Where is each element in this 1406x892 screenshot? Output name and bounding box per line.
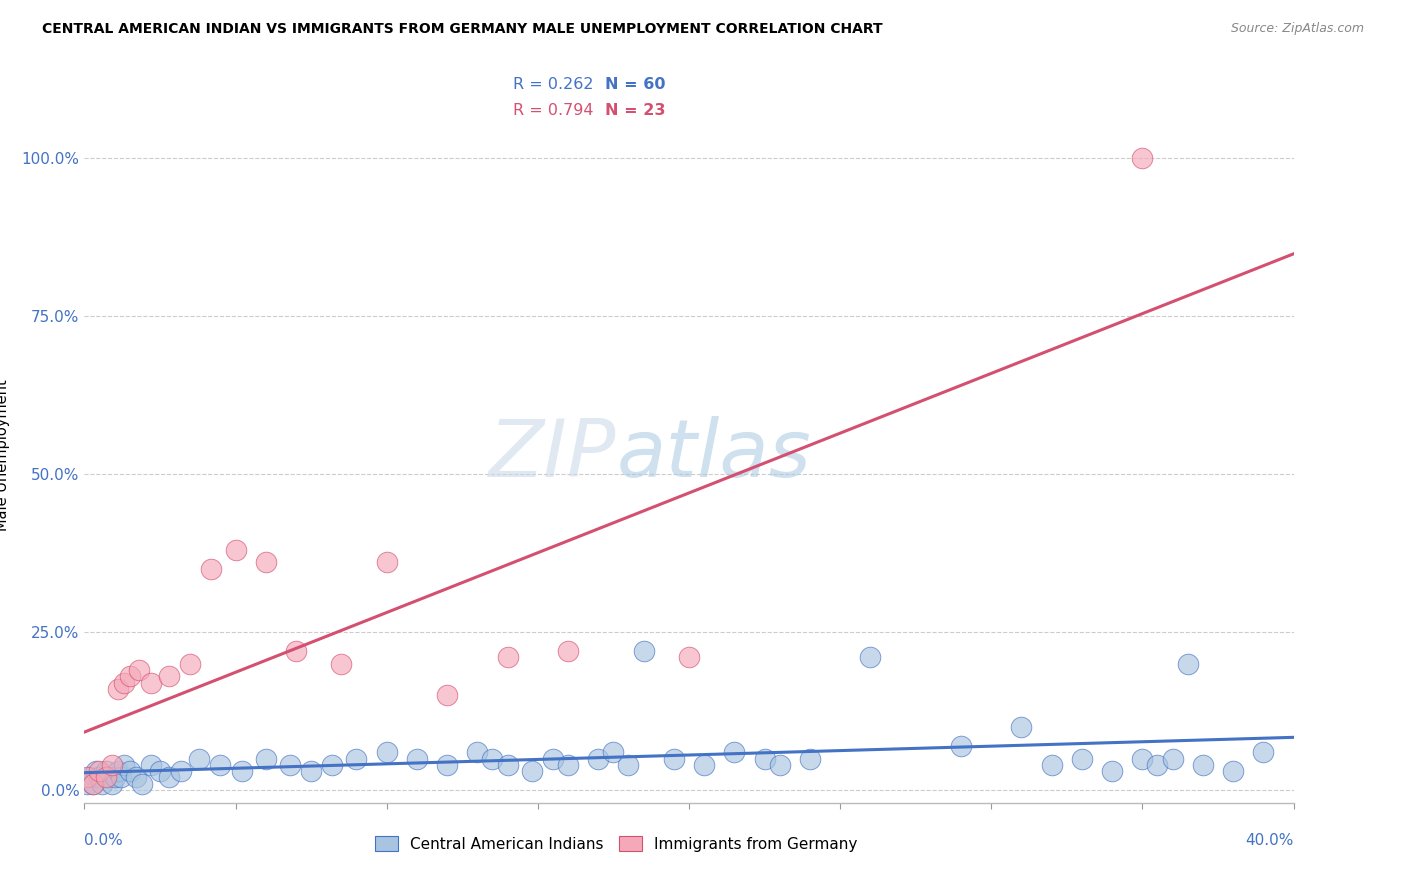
Point	[89, 771, 111, 785]
Point	[321, 757, 343, 772]
Point	[86, 764, 108, 779]
Point	[299, 764, 322, 779]
Legend: Central American Indians, Immigrants from Germany: Central American Indians, Immigrants fro…	[368, 830, 863, 858]
Point	[139, 757, 162, 772]
Point	[97, 771, 120, 785]
Point	[225, 542, 247, 557]
Point	[496, 650, 519, 665]
Point	[769, 757, 792, 772]
Point	[100, 777, 122, 791]
Point	[131, 777, 153, 791]
Text: ZIP: ZIP	[489, 416, 616, 494]
Point	[149, 764, 172, 779]
Point	[125, 771, 148, 785]
Point	[100, 757, 122, 772]
Point	[1071, 751, 1094, 765]
Point	[76, 777, 98, 791]
Point	[1161, 751, 1184, 765]
Point	[375, 745, 398, 759]
Point	[118, 669, 141, 683]
Y-axis label: Male Unemployment: Male Unemployment	[0, 379, 10, 531]
Point	[94, 771, 117, 785]
Point	[481, 751, 503, 765]
Point	[693, 757, 716, 772]
Point	[346, 751, 368, 765]
Point	[602, 745, 624, 759]
Point	[278, 757, 301, 772]
Point	[330, 657, 353, 671]
Point	[436, 757, 458, 772]
Point	[375, 556, 398, 570]
Text: R = 0.262: R = 0.262	[513, 78, 593, 92]
Point	[139, 675, 162, 690]
Point	[1253, 745, 1275, 759]
Point	[633, 644, 655, 658]
Point	[200, 562, 222, 576]
Point	[1011, 720, 1033, 734]
Point	[723, 745, 745, 759]
Point	[254, 751, 277, 765]
Point	[112, 675, 135, 690]
Point	[588, 751, 610, 765]
Point	[104, 771, 127, 785]
Text: Source: ZipAtlas.com: Source: ZipAtlas.com	[1230, 22, 1364, 36]
Point	[188, 751, 211, 765]
Point	[541, 751, 564, 765]
Point	[467, 745, 489, 759]
Point	[112, 757, 135, 772]
Point	[107, 764, 129, 779]
Point	[157, 669, 180, 683]
Point	[170, 764, 193, 779]
Point	[110, 771, 132, 785]
Point	[209, 757, 232, 772]
Point	[406, 751, 429, 765]
Point	[557, 644, 579, 658]
Text: atlas: atlas	[616, 416, 811, 494]
Text: N = 60: N = 60	[605, 78, 665, 92]
Text: 0.0%: 0.0%	[84, 833, 124, 848]
Point	[557, 757, 579, 772]
Point	[754, 751, 776, 765]
Point	[82, 777, 104, 791]
Point	[89, 764, 111, 779]
Point	[118, 764, 141, 779]
Point	[94, 764, 117, 779]
Text: N = 23: N = 23	[605, 103, 665, 118]
Point	[254, 556, 277, 570]
Point	[231, 764, 253, 779]
Point	[1146, 757, 1168, 772]
Point	[1040, 757, 1063, 772]
Point	[128, 663, 150, 677]
Point	[91, 777, 114, 791]
Point	[950, 739, 973, 753]
Point	[1130, 751, 1153, 765]
Point	[617, 757, 640, 772]
Point	[799, 751, 821, 765]
Text: 40.0%: 40.0%	[1246, 833, 1294, 848]
Point	[436, 688, 458, 702]
Point	[1177, 657, 1199, 671]
Point	[76, 771, 98, 785]
Point	[79, 771, 101, 785]
Point	[285, 644, 308, 658]
Point	[520, 764, 543, 779]
Text: CENTRAL AMERICAN INDIAN VS IMMIGRANTS FROM GERMANY MALE UNEMPLOYMENT CORRELATION: CENTRAL AMERICAN INDIAN VS IMMIGRANTS FR…	[42, 22, 883, 37]
Point	[1192, 757, 1215, 772]
Point	[859, 650, 882, 665]
Point	[157, 771, 180, 785]
Point	[678, 650, 700, 665]
Point	[496, 757, 519, 772]
Text: R = 0.794: R = 0.794	[513, 103, 593, 118]
Point	[662, 751, 685, 765]
Point	[1130, 151, 1153, 165]
Point	[107, 681, 129, 696]
Point	[1101, 764, 1123, 779]
Point	[82, 777, 104, 791]
Point	[179, 657, 201, 671]
Point	[1222, 764, 1244, 779]
